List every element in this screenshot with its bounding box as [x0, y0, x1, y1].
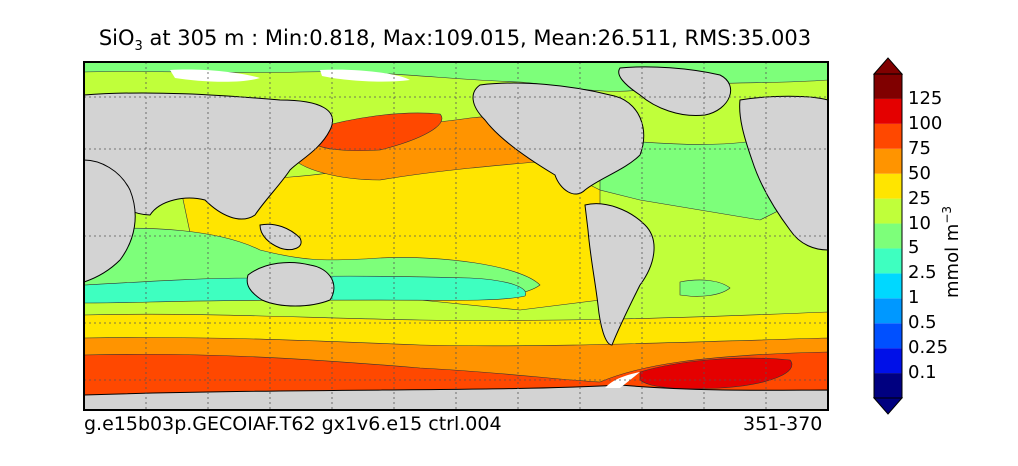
year-range: 351-370	[743, 413, 823, 435]
colorbar-units-exponent: −3	[940, 205, 954, 224]
colorbar-tick-label: 1	[908, 287, 920, 309]
colorbar-segment	[874, 173, 902, 199]
land-greenland	[618, 66, 732, 117]
colorbar-label: mmol m−3	[940, 206, 963, 298]
colorbar-segment	[874, 223, 902, 249]
colorbar-segment	[874, 298, 902, 324]
map-frame	[83, 61, 829, 411]
colorbar-tick-label: 0.5	[908, 312, 937, 334]
colorbar-segment	[874, 348, 902, 374]
colorbar-segment	[874, 373, 902, 398]
missing-data	[170, 69, 640, 388]
title-stats: at 305 m : Min:0.818, Max:109.015, Mean:…	[142, 26, 812, 50]
colorbar-tick-label: 25	[908, 187, 931, 209]
land-europe-africa-east	[739, 95, 828, 251]
colorbar-segment	[874, 273, 902, 299]
colorbar-tick-label: 0.1	[908, 362, 937, 384]
colorbar-tick-label: 0.25	[908, 337, 949, 359]
colorbar-tick-label: 75	[908, 137, 931, 159]
colorbar-tick-label: 5	[908, 237, 920, 259]
colorbar-segment	[874, 74, 902, 99]
colorbar-tick-label: 100	[908, 112, 943, 134]
contour-5-satlantic	[679, 279, 731, 297]
colorbar-extend-max	[872, 57, 904, 75]
colorbar-segment	[874, 248, 902, 274]
contour-100-weddell	[639, 357, 793, 390]
contour-75-npacific	[309, 112, 443, 152]
colorbar-segment	[874, 148, 902, 174]
colorbar-tick-label: 10	[908, 212, 931, 234]
map-canvas	[84, 62, 828, 410]
colorbar-units: mmol m	[942, 223, 963, 298]
run-name: g.e15b03p.GECOIAF.T62 gx1v6.e15 ctrl.004	[84, 413, 502, 435]
colorbar-segment	[874, 198, 902, 224]
colorbar-tick-label: 50	[908, 162, 931, 184]
graticule	[84, 62, 828, 410]
colorbar-tick-label: 2.5	[908, 262, 937, 284]
colorbar-segment	[874, 323, 902, 349]
title-variable: SiO	[98, 26, 135, 50]
colorbar-extend-min	[872, 397, 904, 415]
colorbar-segment	[874, 123, 902, 149]
land-north-america	[472, 82, 645, 195]
colorbar-tick-label: 125	[908, 87, 943, 109]
colorbar	[872, 57, 904, 415]
land-south-america	[584, 203, 655, 346]
plot-title: SiO3 at 305 m : Min:0.818, Max:109.015, …	[0, 26, 910, 54]
title-subscript: 3	[134, 39, 143, 55]
colorbar-frame	[873, 73, 903, 399]
colorbar-segment	[874, 98, 902, 124]
land-africa	[84, 159, 136, 283]
land-maritime-continent	[259, 223, 302, 251]
land-australia	[246, 261, 335, 307]
